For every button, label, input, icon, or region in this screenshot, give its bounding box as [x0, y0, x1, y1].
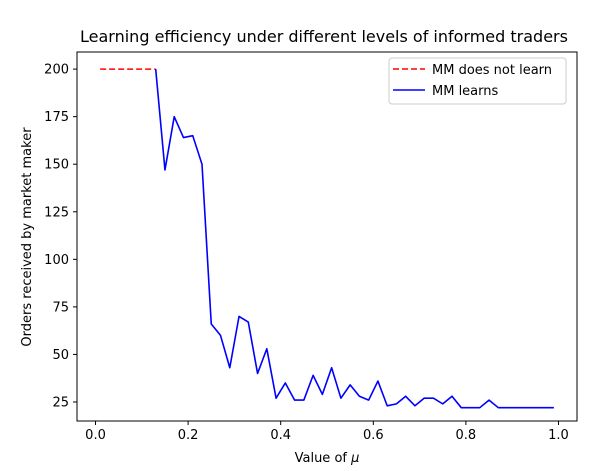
- data-point: [479, 407, 481, 409]
- x-tick-label: 0.8: [456, 428, 477, 443]
- data-point: [173, 116, 175, 118]
- data-point: [99, 68, 101, 70]
- legend-label-mm-does-not-learn: MM does not learn: [432, 63, 552, 78]
- legend-label-mm-learns: MM learns: [432, 84, 498, 99]
- legend-box: [388, 57, 567, 105]
- data-point: [535, 407, 537, 409]
- y-tick-label: 100: [44, 253, 69, 268]
- data-point: [423, 397, 425, 399]
- data-point: [544, 407, 546, 409]
- data-point: [451, 395, 453, 397]
- chart-title: Learning efficiency under different leve…: [80, 27, 568, 46]
- data-point: [220, 335, 222, 337]
- data-point: [340, 397, 342, 399]
- data-point: [210, 323, 212, 325]
- plot-area: [99, 68, 555, 409]
- data-point: [414, 405, 416, 407]
- data-point: [405, 395, 407, 397]
- x-axis-label-text: Value of: [295, 451, 352, 466]
- data-point: [442, 403, 444, 405]
- data-point: [377, 380, 379, 382]
- data-point: [516, 407, 518, 409]
- data-point: [359, 395, 361, 397]
- data-point: [248, 321, 250, 323]
- y-tick-label: 75: [52, 300, 69, 315]
- data-point: [127, 68, 129, 70]
- axes-frame: [76, 51, 578, 422]
- data-point: [470, 407, 472, 409]
- data-point: [396, 403, 398, 405]
- data-point: [183, 137, 185, 139]
- data-point: [498, 407, 500, 409]
- y-tick-label: 200: [44, 63, 69, 78]
- data-point: [294, 399, 296, 401]
- y-axis-label: Orders received by market maker: [20, 127, 35, 347]
- data-point: [525, 407, 527, 409]
- data-point: [257, 373, 259, 375]
- data-point: [303, 399, 305, 401]
- x-tick-label: 1.0: [548, 428, 569, 443]
- y-tick-label: 25: [52, 395, 69, 410]
- data-point: [433, 397, 435, 399]
- data-point: [553, 407, 555, 409]
- data-point: [331, 367, 333, 369]
- data-point: [146, 68, 148, 70]
- data-point: [201, 163, 203, 165]
- data-point: [164, 169, 166, 171]
- y-tick-label: 175: [44, 110, 69, 125]
- data-point: [275, 397, 277, 399]
- data-point: [507, 407, 509, 409]
- data-point: [488, 399, 490, 401]
- data-point: [285, 382, 287, 384]
- data-point: [349, 384, 351, 386]
- y-tick-label: 150: [44, 158, 69, 173]
- axis-ticks: 0.0 0.2 0.4 0.6 0.8 1.0 25 50 75 100 125 150 175 200: [44, 63, 569, 443]
- data-point: [238, 316, 240, 318]
- y-tick-label: 50: [52, 348, 69, 363]
- series-line-1: [154, 69, 554, 409]
- data-point: [118, 68, 120, 70]
- x-tick-label: 0.2: [178, 428, 199, 443]
- x-axis-label: Value of μ: [295, 451, 360, 466]
- data-point: [109, 68, 111, 70]
- data-point: [155, 68, 157, 70]
- data-point: [266, 348, 268, 350]
- data-point: [136, 68, 138, 70]
- y-tick-label: 125: [44, 205, 69, 220]
- data-point: [192, 135, 194, 137]
- x-tick-label: 0.0: [85, 428, 106, 443]
- data-point: [386, 405, 388, 407]
- legend: MM does not learn MM learns: [388, 57, 567, 105]
- x-axis-label-symbol: μ: [350, 451, 359, 466]
- data-point: [229, 367, 231, 369]
- x-tick-label: 0.4: [270, 428, 291, 443]
- x-tick-label: 0.6: [363, 428, 384, 443]
- data-point: [312, 375, 314, 377]
- data-point: [460, 407, 462, 409]
- data-point: [322, 394, 324, 396]
- data-point: [368, 399, 370, 401]
